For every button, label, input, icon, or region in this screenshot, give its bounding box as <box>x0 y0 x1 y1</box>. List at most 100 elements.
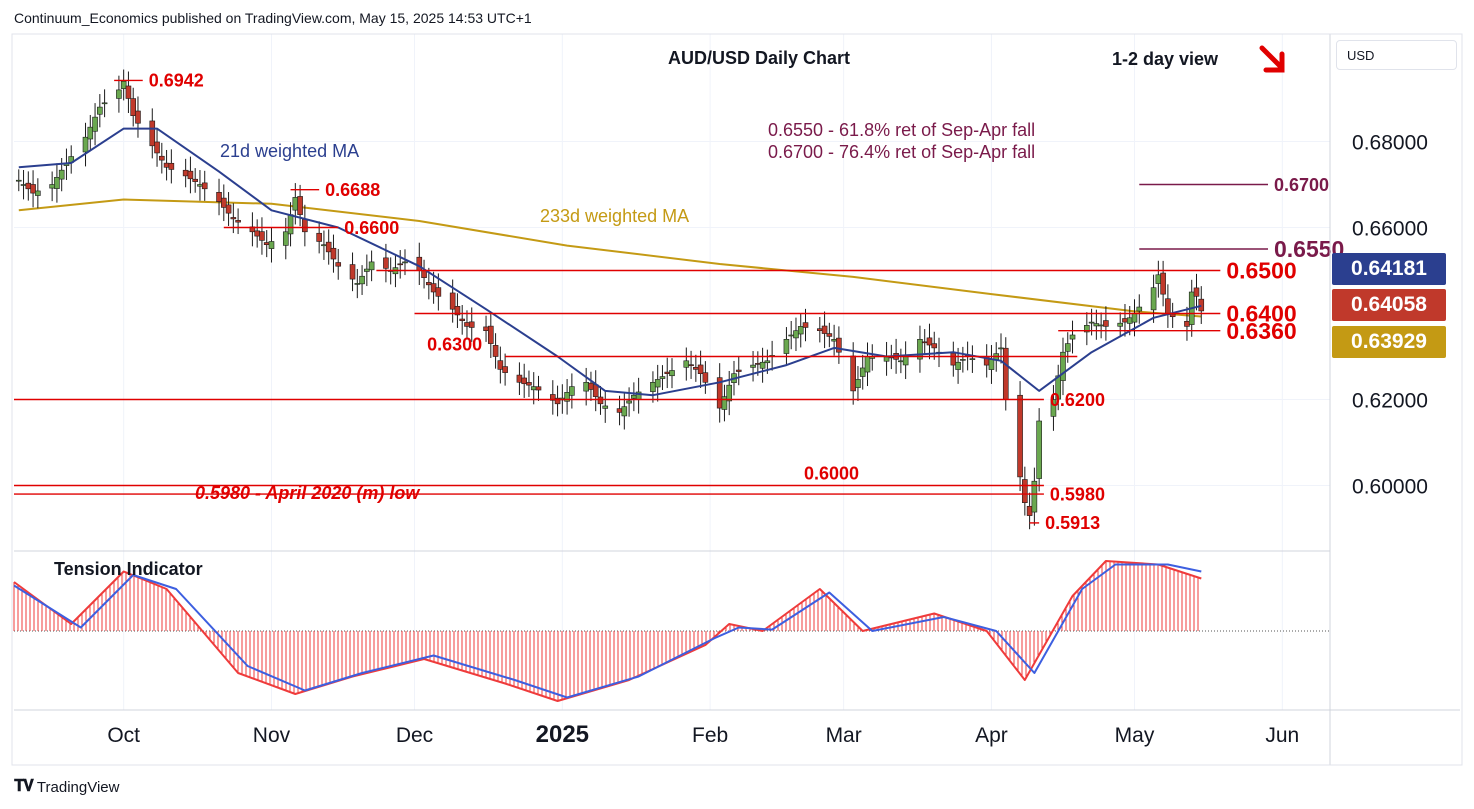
candle-body <box>1122 318 1128 323</box>
candle-body <box>30 184 36 194</box>
candle-body <box>726 384 733 402</box>
annotations: AUD/USD Daily Chart 1-2 day view 21d weigh… <box>54 45 1285 579</box>
fib-label-2: 0.6700 - 76.4% ret of Sep-Apr fall <box>768 142 1035 162</box>
candle-body <box>349 264 356 280</box>
candle-body <box>750 364 756 368</box>
candle-body <box>216 191 222 202</box>
candle-body <box>998 347 1004 350</box>
level-label: 0.5980 <box>1050 484 1105 504</box>
level-label: 0.6300 <box>427 335 482 355</box>
currency-selector[interactable]: USD <box>1336 40 1457 70</box>
candle-body <box>626 400 632 404</box>
candle-body <box>330 247 337 260</box>
level-label: 0.5913 <box>1045 513 1100 533</box>
x-tick-label: 2025 <box>536 721 589 748</box>
candle-body <box>1126 317 1133 324</box>
candle-body <box>316 232 322 242</box>
candle-body <box>654 379 661 388</box>
axes: 0.68000 0.66000 0.62000 0.60000 Oct Nov Dec 202… <box>11 33 1463 766</box>
candle-body <box>1031 480 1038 513</box>
candle-body <box>521 377 527 385</box>
candle-body <box>92 116 98 132</box>
candle-body <box>669 370 675 377</box>
down-right-arrow-icon <box>1259 45 1285 73</box>
candle-body <box>15 179 22 182</box>
level-label: 0.6400 <box>1226 301 1296 327</box>
candle-body <box>759 361 766 369</box>
candle-body <box>259 231 265 241</box>
candle-body <box>116 89 122 99</box>
level-label: 0.6688 <box>325 180 380 200</box>
candle-body <box>564 392 570 402</box>
tension-panel <box>13 560 1330 702</box>
candle-body <box>549 394 556 401</box>
candle-body <box>764 360 771 364</box>
candle-body <box>82 136 89 153</box>
ma233-line <box>18 198 1202 318</box>
candle-body <box>225 204 232 214</box>
publisher-header: Continuum_Economics published on Trading… <box>14 10 532 26</box>
ma21-line <box>18 127 1202 397</box>
candle-body <box>449 292 456 310</box>
candle-body <box>1169 313 1176 318</box>
candle-body <box>831 338 837 342</box>
candle-body <box>235 220 241 223</box>
tradingview-logo-text: TradingView <box>36 778 120 796</box>
candle-body <box>569 386 575 396</box>
low-2020-label: 0.5980 - April 2020 (m) low <box>195 483 420 503</box>
candle-body <box>488 325 494 344</box>
candle-body <box>230 217 237 220</box>
candle-body <box>292 197 299 211</box>
candle-body <box>120 81 127 89</box>
candle-body <box>898 360 904 363</box>
candle-body <box>492 345 499 357</box>
tradingview-logo[interactable]: 𝐓𝐕 TradingView <box>14 778 119 796</box>
candle-body <box>1184 320 1190 327</box>
candle-body <box>163 162 170 168</box>
candle-body <box>192 178 198 182</box>
candle-body <box>397 263 404 266</box>
candle-body <box>735 369 742 372</box>
candle-body <box>254 230 260 237</box>
candle-body <box>483 326 489 331</box>
candle-body <box>364 268 370 272</box>
candle-body <box>426 282 432 286</box>
candle-body <box>220 197 227 208</box>
candle-body <box>263 242 270 245</box>
candle-body <box>1103 320 1109 327</box>
candle-body <box>321 244 327 247</box>
candle-body <box>20 184 27 186</box>
candle-body <box>402 261 408 264</box>
candle-body <box>1064 343 1071 352</box>
candle-body <box>664 371 671 374</box>
candle-body <box>950 352 957 366</box>
chart-title: AUD/USD Daily Chart <box>668 48 850 68</box>
level-label: 0.6360 <box>1226 318 1296 344</box>
candle-body <box>793 330 799 339</box>
candle-body <box>497 360 504 370</box>
candle-body <box>1060 351 1066 381</box>
ma21-label: 21d weighted MA <box>220 141 359 161</box>
candle-body <box>1165 298 1171 314</box>
candle-body <box>1198 298 1205 312</box>
y-tick-label: 0.60000 <box>1352 476 1428 499</box>
candle-body <box>1036 420 1042 479</box>
candle-body <box>659 376 666 379</box>
candle-body <box>960 359 966 361</box>
candle-body <box>621 406 628 417</box>
candle-body <box>721 396 728 410</box>
candle-body <box>516 374 523 383</box>
x-tick-label: Mar <box>826 724 862 747</box>
price-tag-ma233: 0.63929 <box>1332 326 1446 358</box>
candle-body <box>788 334 795 337</box>
candle-body <box>1136 306 1143 312</box>
candle-body <box>1026 505 1033 516</box>
y-tick-label: 0.68000 <box>1352 132 1428 155</box>
candle-body <box>187 170 194 180</box>
tradingview-mark-icon: 𝐓𝐕 <box>14 778 34 795</box>
candle-body <box>130 98 137 116</box>
candle-body <box>1193 287 1200 297</box>
candle-body <box>421 270 427 278</box>
candle-body <box>359 275 365 285</box>
candle-body <box>1098 324 1104 327</box>
